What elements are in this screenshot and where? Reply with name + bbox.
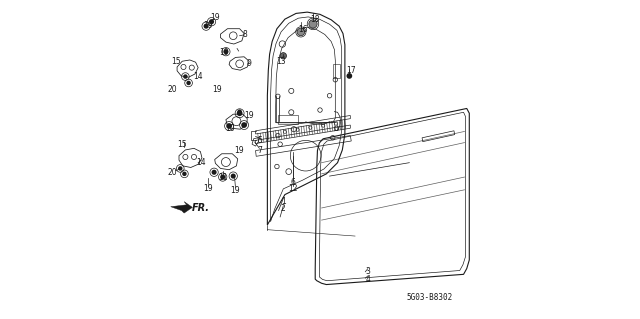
Circle shape [230, 174, 236, 179]
Circle shape [209, 19, 214, 24]
Circle shape [241, 122, 247, 128]
Text: 19: 19 [230, 186, 240, 195]
Text: 19: 19 [212, 85, 222, 94]
Text: 19: 19 [220, 48, 229, 57]
Text: 14: 14 [193, 72, 203, 81]
Text: 6: 6 [291, 178, 295, 187]
Text: FR.: FR. [192, 203, 210, 213]
Text: 13: 13 [276, 57, 286, 66]
Circle shape [182, 172, 187, 176]
Text: 12: 12 [288, 184, 298, 193]
Text: 15: 15 [172, 57, 181, 66]
Circle shape [204, 24, 209, 29]
Text: 18: 18 [310, 15, 320, 24]
Text: 15: 15 [177, 140, 187, 149]
Circle shape [297, 28, 305, 36]
Circle shape [183, 74, 188, 79]
Text: 19: 19 [203, 184, 212, 193]
Circle shape [346, 73, 352, 79]
Circle shape [237, 109, 242, 114]
Text: 20: 20 [168, 168, 177, 177]
Circle shape [309, 20, 317, 28]
Text: 11: 11 [218, 173, 227, 182]
Text: 9: 9 [247, 59, 252, 68]
Circle shape [220, 174, 225, 180]
Text: 14: 14 [196, 158, 206, 167]
Circle shape [280, 53, 287, 59]
Circle shape [226, 123, 232, 129]
Text: 19: 19 [203, 21, 212, 30]
Text: 19: 19 [234, 146, 243, 155]
Text: 5G03-B8302: 5G03-B8302 [407, 293, 453, 302]
Text: 3: 3 [365, 267, 371, 276]
Text: 4: 4 [365, 275, 371, 284]
Circle shape [237, 110, 243, 116]
Circle shape [186, 81, 191, 85]
Polygon shape [171, 202, 193, 213]
Text: 10: 10 [225, 124, 235, 133]
Circle shape [178, 166, 182, 171]
Circle shape [212, 170, 217, 175]
Text: 16: 16 [299, 25, 308, 34]
Text: 5: 5 [257, 137, 262, 145]
Text: 8: 8 [243, 30, 248, 39]
Text: 1: 1 [281, 197, 285, 206]
Circle shape [223, 49, 228, 54]
Text: 20: 20 [168, 85, 177, 94]
Text: 2: 2 [281, 204, 285, 213]
Text: 7: 7 [257, 146, 262, 155]
Text: 19: 19 [244, 111, 254, 120]
Text: 19: 19 [210, 13, 220, 22]
Text: 17: 17 [346, 66, 356, 75]
